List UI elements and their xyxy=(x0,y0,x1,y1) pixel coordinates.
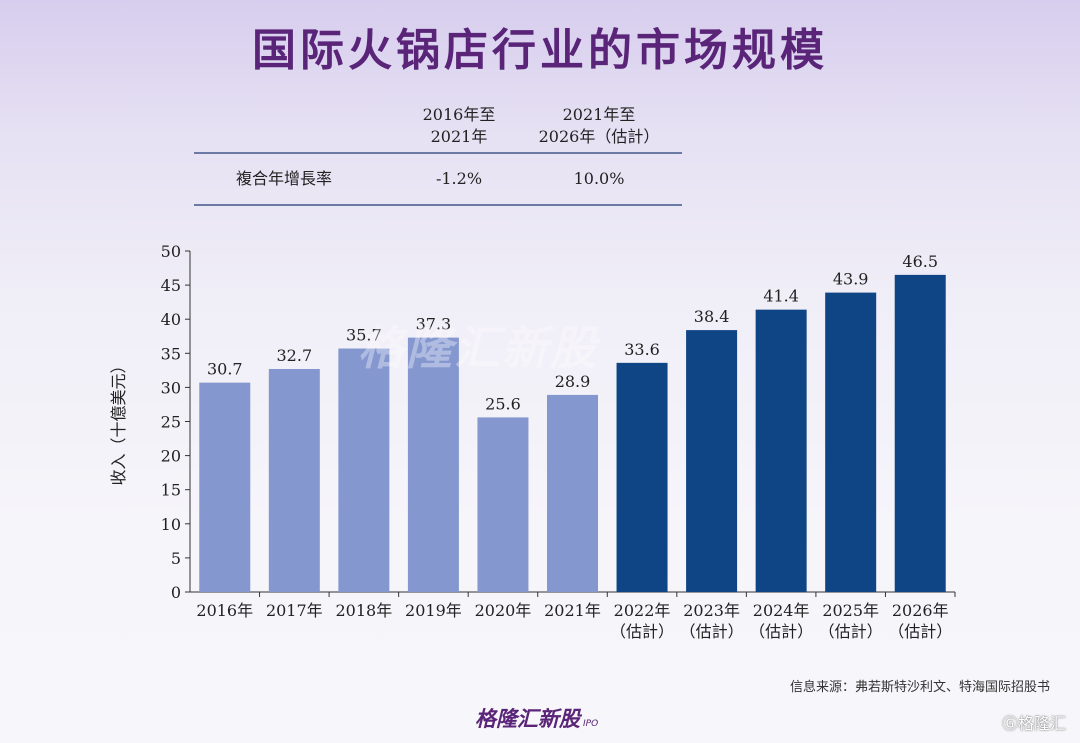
y-tick-label: 40 xyxy=(161,310,181,329)
data-label: 28.9 xyxy=(555,372,591,391)
x-tick-label: 2016年 xyxy=(196,601,253,620)
x-tick-label: （估計） xyxy=(610,622,674,641)
cagr-header-period-1-line2: 2021年 xyxy=(430,127,488,146)
cagr-table-header: 2016年至 2021年 2021年至 2026年（估計） xyxy=(194,100,682,154)
cagr-header-period-2-line2: 2026年（估計） xyxy=(538,127,660,146)
x-tick-label: 2021年 xyxy=(544,601,601,620)
corner-watermark: Ⓖ格隆汇 xyxy=(1001,714,1066,733)
cagr-table: 2016年至 2021年 2021年至 2026年（估計） 複合年增長率 -1.… xyxy=(194,100,682,206)
data-label: 46.5 xyxy=(902,252,938,271)
x-tick-label: 2023年 xyxy=(683,601,740,620)
x-tick-label: 2017年 xyxy=(266,601,323,620)
watermark: 格隆汇新股 xyxy=(358,321,598,375)
bar xyxy=(199,382,251,592)
data-label: 35.7 xyxy=(346,326,382,345)
y-tick-label: 45 xyxy=(161,276,181,295)
y-tick-label: 0 xyxy=(171,583,181,602)
data-label: 30.7 xyxy=(207,360,243,379)
cagr-value-period-2: 10.0% xyxy=(573,169,625,188)
x-tick-label: （估計） xyxy=(680,622,744,641)
cagr-header-period-1: 2016年至 2021年 xyxy=(389,104,529,148)
x-tick-label: 2024年 xyxy=(753,601,810,620)
source-note: 信息来源：弗若斯特沙利文、特海国际招股书 xyxy=(789,680,1050,695)
cagr-row-label: 複合年增長率 xyxy=(235,169,332,188)
y-tick-label: 20 xyxy=(161,447,181,466)
x-tick-label: 2022年 xyxy=(614,601,671,620)
bar xyxy=(825,292,877,592)
x-tick-label: 2025年 xyxy=(822,601,879,620)
cagr-value-period-1: -1.2% xyxy=(435,169,483,188)
brand-logo: 格隆汇新股 IPO xyxy=(475,703,598,733)
y-tick-label: 50 xyxy=(161,242,181,261)
x-tick-label: （估計） xyxy=(888,622,952,641)
x-tick-label: （估計） xyxy=(819,622,883,641)
data-label: 38.4 xyxy=(694,307,730,326)
bar xyxy=(616,362,668,592)
x-tick-label: 2018年 xyxy=(335,601,392,620)
bar xyxy=(547,394,598,592)
cagr-header-period-2-line1: 2021年至 xyxy=(562,105,636,124)
bar xyxy=(477,417,529,592)
y-tick-label: 35 xyxy=(161,344,181,363)
bar xyxy=(686,330,738,592)
data-label: 33.6 xyxy=(624,340,660,359)
x-tick-label: 2019年 xyxy=(405,601,462,620)
brand-name: 格隆汇新股 xyxy=(475,707,580,731)
y-tick-label: 25 xyxy=(161,413,181,432)
bar xyxy=(755,309,807,592)
cagr-header-period-1-line1: 2016年至 xyxy=(422,105,496,124)
bar xyxy=(338,348,390,592)
x-tick-label: 2020年 xyxy=(475,601,532,620)
data-label: 43.9 xyxy=(833,270,869,289)
y-axis-label: 收入（十億美元） xyxy=(109,357,128,485)
data-label: 41.4 xyxy=(763,287,799,306)
x-tick-label: （估計） xyxy=(749,622,813,641)
y-tick-label: 15 xyxy=(161,481,181,500)
bar xyxy=(407,337,459,592)
x-tick-label: 2026年 xyxy=(892,601,949,620)
data-label: 25.6 xyxy=(485,394,521,413)
data-label: 37.3 xyxy=(416,315,452,334)
bar xyxy=(268,368,320,592)
y-tick-label: 10 xyxy=(161,515,181,534)
bar xyxy=(894,274,946,592)
y-tick-label: 30 xyxy=(161,378,181,397)
data-label: 32.7 xyxy=(277,346,313,365)
cagr-table-row: 複合年增長率 -1.2% 10.0% xyxy=(194,154,682,206)
y-tick-label: 5 xyxy=(171,549,181,568)
cagr-header-period-2: 2021年至 2026年（估計） xyxy=(524,104,674,148)
page-title: 国际火锅店行业的市场规模 xyxy=(252,25,828,76)
brand-sub: IPO xyxy=(583,719,599,729)
